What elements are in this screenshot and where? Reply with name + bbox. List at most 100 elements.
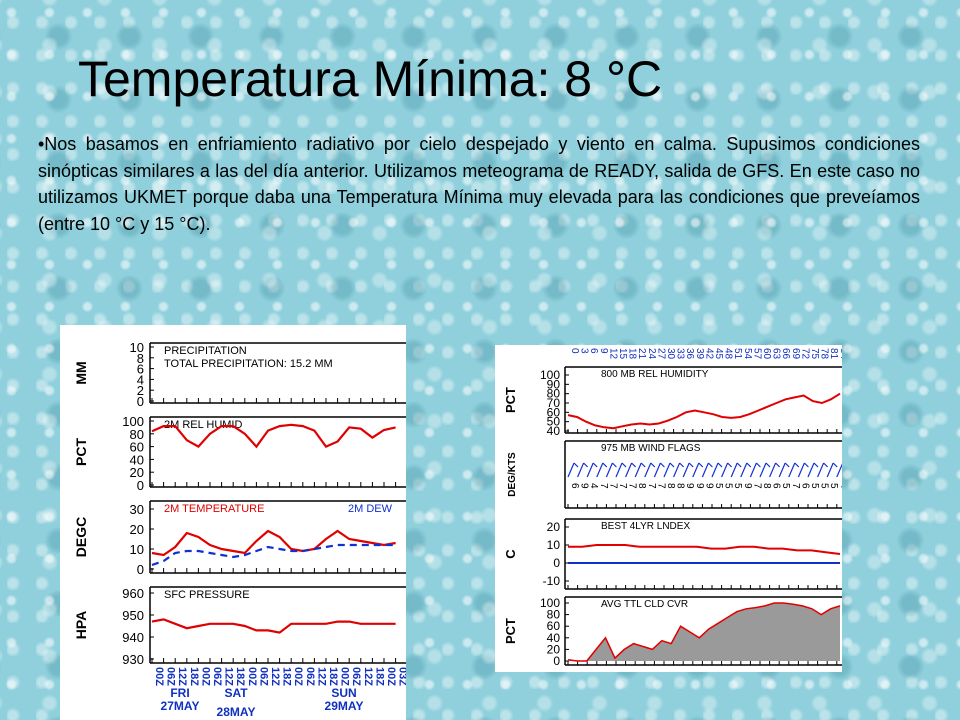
wind-speed-label: 9 xyxy=(694,483,705,489)
x-tick-label: 51 xyxy=(732,348,743,360)
wind-speed-label: 5 xyxy=(828,483,839,489)
panel-title: BEST 4LYR LNDEX xyxy=(601,521,690,532)
wind-speed-label: 7 xyxy=(790,483,801,489)
wind-speed-label: 6 xyxy=(771,483,782,489)
wind-barb-flag xyxy=(592,462,598,468)
y-axis-label: PCT xyxy=(503,387,518,413)
x-tick-label: 18 xyxy=(627,348,638,360)
series-line xyxy=(567,602,841,662)
wind-barb-flag xyxy=(707,462,713,468)
wind-barb-staff xyxy=(721,462,729,478)
series-line xyxy=(568,544,841,555)
x-tick-label: 39 xyxy=(694,348,705,360)
series-line xyxy=(567,392,841,430)
panel-title: 2M TEMPERATURE xyxy=(164,503,264,515)
y-tick-label: 100 xyxy=(122,414,144,429)
y-tick-label: 0 xyxy=(553,654,560,668)
wind-barb-staff xyxy=(749,462,757,478)
wind-barb-staff xyxy=(817,462,825,478)
y-tick-label: 60 xyxy=(130,440,144,455)
wind-barb-flag xyxy=(736,462,742,468)
y-tick-label: 100 xyxy=(540,596,560,610)
date-label: 29MAY xyxy=(325,699,364,713)
x-tick-label: 12Z xyxy=(176,667,188,686)
wind-barb-flag xyxy=(698,462,704,468)
wind-speed-label: 5 xyxy=(819,483,830,489)
x-tick-label: 00Z xyxy=(199,667,211,686)
x-tick-label: 00Z xyxy=(246,667,258,686)
x-tick-label: 45 xyxy=(713,348,724,360)
y-tick-label: 10 xyxy=(130,340,144,355)
x-tick-label: 06Z xyxy=(165,667,177,686)
x-tick-label: 00Z xyxy=(339,667,351,686)
y-tick-label: 80 xyxy=(130,427,144,442)
wind-speed-label: 6 xyxy=(569,483,580,489)
x-tick-label: 06Z xyxy=(211,667,223,686)
y-tick-label: 10 xyxy=(130,542,144,557)
wind-barb-flag xyxy=(640,462,646,468)
wind-barb-staff xyxy=(653,462,661,478)
wind-barb-flag xyxy=(765,462,771,468)
y-axis-label: PCT xyxy=(73,438,89,466)
wind-speed-label: 6 xyxy=(799,483,810,489)
y-tick-label: 960 xyxy=(122,586,144,601)
x-tick-label: 81 xyxy=(828,348,839,360)
wind-barb-flag xyxy=(794,462,800,468)
wind-barb-staff xyxy=(836,463,842,478)
wind-speed-label: 5 xyxy=(723,483,734,489)
wind-barb-flag xyxy=(611,462,617,468)
x-tick-label: 06Z xyxy=(350,667,362,686)
y-tick-label: 0 xyxy=(137,478,144,493)
x-tick-label: 66 xyxy=(780,348,791,360)
wind-barb-staff xyxy=(577,462,585,478)
y-tick-label: 940 xyxy=(122,630,144,645)
panel-title: AVG TTL CLD CVR xyxy=(601,599,688,610)
date-label: 28MAY xyxy=(217,705,256,719)
wind-speed-label: 7 xyxy=(598,483,609,489)
y-tick-label: 6 xyxy=(137,362,144,377)
right-meteogram-chart: 0369121518212427303336394245485154576063… xyxy=(503,348,842,668)
wind-speed-label: 9 xyxy=(703,483,714,489)
y-tick-label: 40 xyxy=(547,631,561,645)
x-tick-label: 06Z xyxy=(257,667,269,686)
wind-barb-flag xyxy=(832,462,838,468)
wind-speed-label: 8 xyxy=(761,483,772,489)
y-tick-label: 90 xyxy=(547,377,561,391)
wind-barb-staff xyxy=(759,462,767,478)
wind-barb-staff xyxy=(625,462,633,478)
cloud-cover-area xyxy=(568,603,840,661)
wind-barb-flag xyxy=(746,462,752,468)
wind-barb-flag xyxy=(823,462,829,468)
y-tick-label: 0 xyxy=(137,562,144,577)
y-tick-label: 0 xyxy=(553,556,560,570)
wind-barb-staff xyxy=(586,462,594,478)
wind-barb-flag xyxy=(688,462,694,468)
y-tick-label: 10 xyxy=(547,538,561,552)
panel-title: 975 MB WIND FLAGS xyxy=(601,443,701,454)
y-tick-label: 30 xyxy=(130,502,144,517)
wind-barb-flag xyxy=(813,462,819,468)
wind-barb-flag xyxy=(775,462,781,468)
wind-barb-staff xyxy=(673,462,681,478)
panel-subtitle: TOTAL PRECIPITATION: 15.2 MM xyxy=(164,358,333,370)
wind-barb-flag xyxy=(803,462,809,468)
wind-speed-label: 5 xyxy=(780,483,791,489)
wind-barb-flag xyxy=(650,462,656,468)
panel-title: SFC PRESSURE xyxy=(164,589,250,601)
wind-barb-staff xyxy=(740,462,748,478)
y-tick-label: 930 xyxy=(122,652,144,667)
wind-barb-flag xyxy=(659,462,665,468)
series-line xyxy=(151,529,396,557)
wind-barb-staff xyxy=(644,462,652,478)
wind-speed-label: 5 xyxy=(713,483,724,489)
x-tick-label: 48 xyxy=(723,348,734,360)
day-label: SAT xyxy=(224,686,248,700)
wind-barb-flag xyxy=(784,462,790,468)
y-tick-label: 80 xyxy=(547,608,561,622)
day-label: SUN xyxy=(331,686,356,700)
panel-title: 800 MB REL HUMIDITY xyxy=(601,369,709,380)
x-tick-label: 36 xyxy=(684,348,695,360)
wind-speed-label: 9 xyxy=(579,483,590,489)
x-tick-label: 0 xyxy=(569,348,580,354)
wind-barb-flag xyxy=(717,462,723,468)
